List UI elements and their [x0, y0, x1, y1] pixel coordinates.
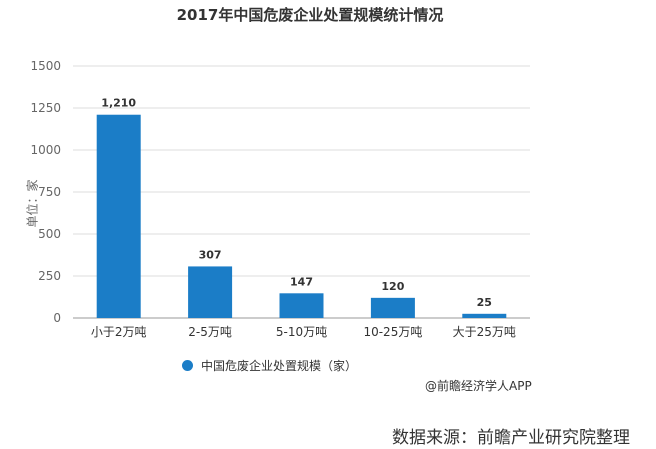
bar: [462, 313, 507, 318]
bar: [370, 297, 415, 318]
x-tick-label: 10-25万吨: [363, 325, 422, 339]
source-text: 数据来源：前瞻产业研究院整理: [392, 428, 630, 448]
x-tick-label: 5-10万吨: [276, 325, 327, 339]
chart-title: 2017年中国危废企业处置规模统计情况: [176, 6, 444, 24]
y-tick-label: 750: [38, 185, 61, 199]
data-label: 25: [477, 296, 492, 309]
y-tick-label: 250: [38, 269, 61, 283]
y-tick-label: 1250: [30, 101, 61, 115]
y-tick-label: 1500: [30, 59, 61, 73]
data-label: 120: [381, 280, 404, 293]
x-tick-label: 小于2万吨: [91, 325, 147, 339]
y-tick-label: 500: [38, 227, 61, 241]
x-tick-label: 大于25万吨: [453, 325, 516, 339]
bar: [188, 266, 233, 318]
data-label: 1,210: [101, 97, 136, 110]
credit-text: @前瞻经济学人APP: [425, 379, 532, 393]
bar: [96, 114, 141, 318]
data-label: 307: [199, 248, 222, 261]
legend-label: 中国危废企业处置规模（家）: [201, 359, 358, 373]
legend: 中国危废企业处置规模（家）: [182, 357, 357, 374]
y-tick-label: 1000: [30, 143, 61, 157]
y-tick-label: 0: [53, 311, 61, 325]
x-tick-label: 2-5万吨: [188, 325, 232, 339]
bar: [279, 293, 324, 318]
legend-marker: [182, 360, 193, 371]
data-label: 147: [290, 275, 313, 288]
